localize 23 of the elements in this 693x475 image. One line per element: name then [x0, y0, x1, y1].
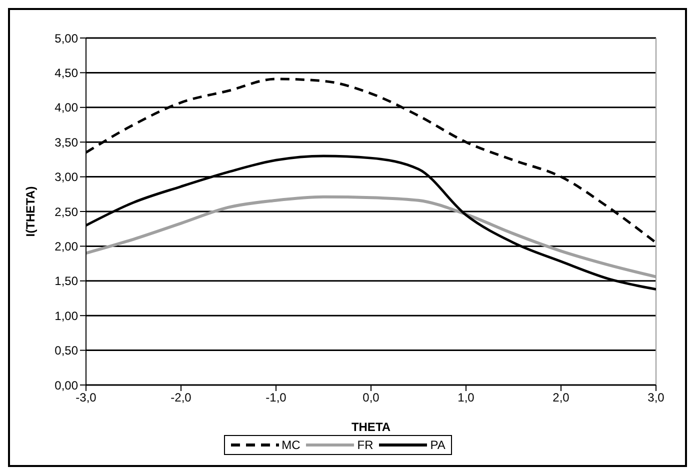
y-tick-label: 3,50	[54, 135, 78, 150]
legend-label: FR	[357, 438, 374, 452]
y-tick-label: 4,50	[54, 66, 78, 80]
x-tick-label: 0,0	[362, 390, 380, 405]
x-tick-label: -2,0	[170, 390, 192, 405]
y-tick-label: 1,50	[54, 274, 78, 288]
x-axis-title: THETA	[351, 420, 391, 434]
y-tick-label: 3,00	[54, 170, 78, 184]
y-tick-label: 0,00	[54, 378, 78, 392]
y-tick-label: 4,00	[54, 100, 78, 115]
legend-label: MC	[282, 438, 300, 452]
y-axis-title: I(THETA)	[23, 186, 38, 237]
x-tick-label: 1,0	[458, 390, 475, 405]
legend-label: PA	[430, 438, 446, 452]
y-tick-label: 2,00	[54, 239, 78, 254]
x-tick-label: 2,0	[552, 390, 570, 405]
x-tick-label: 3,0	[648, 390, 665, 405]
y-tick-label: 2,50	[54, 204, 78, 219]
x-tick-label: -1,0	[266, 390, 287, 405]
x-tick-label: -3,0	[76, 390, 97, 405]
y-tick-label: 5,00	[54, 31, 78, 46]
y-tick-label: 0,50	[54, 344, 78, 358]
y-tick-label: 1,00	[54, 308, 78, 323]
